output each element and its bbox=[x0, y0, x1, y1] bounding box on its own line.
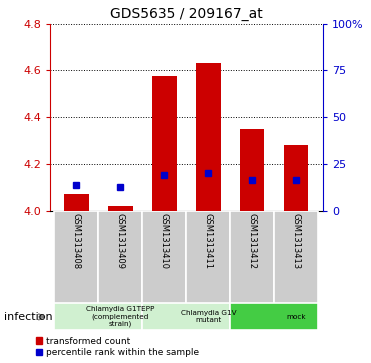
Title: GDS5635 / 209167_at: GDS5635 / 209167_at bbox=[110, 7, 263, 21]
Text: Chlamydia G1V
mutant: Chlamydia G1V mutant bbox=[181, 310, 236, 323]
Bar bbox=[230, 211, 275, 303]
Bar bbox=[55, 303, 142, 330]
Text: GSM1313413: GSM1313413 bbox=[292, 213, 301, 269]
Bar bbox=[98, 211, 142, 303]
Text: GSM1313408: GSM1313408 bbox=[72, 213, 81, 269]
Text: GSM1313409: GSM1313409 bbox=[116, 213, 125, 269]
Text: GSM1313412: GSM1313412 bbox=[248, 213, 257, 269]
Bar bbox=[275, 211, 318, 303]
Legend: transformed count, percentile rank within the sample: transformed count, percentile rank withi… bbox=[36, 337, 199, 357]
Bar bbox=[187, 211, 230, 303]
Bar bbox=[152, 76, 177, 211]
Text: GSM1313411: GSM1313411 bbox=[204, 213, 213, 269]
Bar bbox=[142, 211, 187, 303]
Text: GSM1313410: GSM1313410 bbox=[160, 213, 169, 269]
Bar bbox=[55, 211, 98, 303]
Bar bbox=[142, 303, 230, 330]
Bar bbox=[196, 63, 220, 211]
Bar bbox=[230, 303, 318, 330]
Bar bbox=[108, 206, 132, 211]
Bar bbox=[65, 194, 89, 211]
Bar bbox=[284, 145, 308, 211]
Text: mock: mock bbox=[286, 314, 306, 320]
Bar bbox=[240, 129, 265, 211]
Text: infection: infection bbox=[4, 312, 52, 322]
Text: Chlamydia G1TEPP
(complemented
strain): Chlamydia G1TEPP (complemented strain) bbox=[86, 306, 155, 327]
